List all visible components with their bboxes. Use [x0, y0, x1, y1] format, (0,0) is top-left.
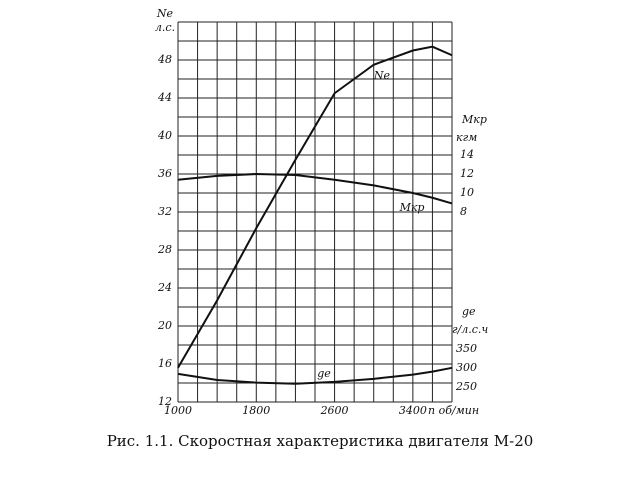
y3-unit: г/л.с.ч [452, 323, 488, 336]
caption: Рис. 1.1. Скоростная характеристика двиг… [107, 432, 534, 450]
series-label: ge [317, 367, 331, 380]
y3-tick-label: 300 [456, 361, 477, 374]
series-label: Ne [373, 69, 391, 82]
x-tick-label: 2600 [320, 404, 349, 417]
x-tick-label: 3400 [399, 404, 427, 417]
y-title: Ne [156, 7, 174, 20]
y-tick-label: 28 [157, 243, 172, 256]
y2-tick-label: 8 [460, 205, 467, 218]
y-tick-label: 12 [158, 395, 172, 408]
y-tick-label: 32 [158, 205, 172, 218]
y-tick-label: 44 [157, 91, 172, 104]
y-tick-label: 16 [158, 357, 172, 370]
y3-title: ge [462, 305, 476, 318]
y3-tick-label: 250 [455, 380, 477, 393]
y2-title: Mкр [461, 113, 487, 126]
y-tick-label: 24 [157, 281, 172, 294]
y-tick-label: 48 [157, 53, 172, 66]
y-tick-label: 36 [158, 167, 172, 180]
y2-tick-label: 10 [460, 186, 474, 199]
y2-tick-label: 12 [460, 167, 474, 180]
y-unit: л.с. [155, 21, 175, 34]
y3-tick-label: 350 [456, 342, 477, 355]
series-line [177, 45, 453, 369]
y2-unit: кгм [456, 131, 477, 144]
x-tick-label: 1000 [164, 404, 192, 417]
y-tick-label: 20 [157, 319, 172, 332]
x-tick-label: 1800 [242, 404, 270, 417]
series-label: Mкр [399, 201, 425, 214]
series-line [177, 172, 453, 205]
x-title: n об/мин [428, 404, 479, 417]
y-tick-label: 40 [157, 129, 172, 142]
series-line [177, 366, 453, 385]
y2-tick-label: 14 [460, 148, 474, 161]
